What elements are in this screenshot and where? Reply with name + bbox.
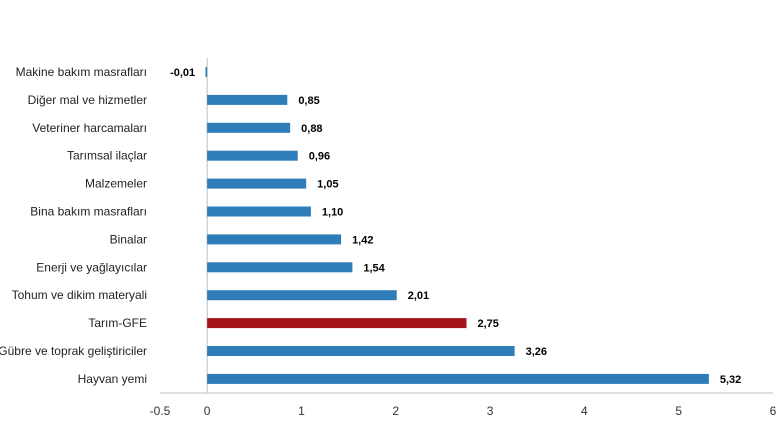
x-tick-label: 5 xyxy=(675,404,682,418)
bar xyxy=(207,234,342,245)
bar xyxy=(207,262,353,273)
data-label: -0,01 xyxy=(170,67,195,79)
category-label: Enerji ve yağlayıcılar xyxy=(36,260,147,274)
bar xyxy=(207,290,397,301)
category-label: Makine bakım masrafları xyxy=(16,65,147,79)
x-tick-label: -0.5 xyxy=(150,404,171,418)
data-label: 1,10 xyxy=(322,207,343,219)
x-tick-label: 2 xyxy=(392,404,399,418)
bar xyxy=(205,67,208,77)
data-label: 3,26 xyxy=(526,346,547,358)
bar xyxy=(207,206,311,217)
data-label: 0,96 xyxy=(309,151,330,163)
bar xyxy=(207,122,291,133)
data-label: 1,54 xyxy=(363,262,385,274)
category-label: Bina bakım masrafları xyxy=(30,205,147,219)
category-label: Diğer mal ve hizmetler xyxy=(28,93,147,107)
category-label: Veteriner harcamaları xyxy=(32,121,147,135)
category-label: Tohum ve dikim materyali xyxy=(12,288,147,302)
x-tick-label: 6 xyxy=(770,404,777,418)
data-label: 1,05 xyxy=(317,179,338,191)
x-tick-label: 4 xyxy=(581,404,588,418)
category-label: Tarımsal ilaçlar xyxy=(67,149,147,163)
x-tick-label: 0 xyxy=(204,404,211,418)
bar-highlight xyxy=(207,318,467,329)
bar xyxy=(207,94,288,105)
category-label: Malzemeler xyxy=(85,177,147,191)
bar xyxy=(207,346,515,356)
x-tick-label: 1 xyxy=(298,404,305,418)
data-label: 0,88 xyxy=(301,123,322,135)
data-label: 0,85 xyxy=(298,95,319,107)
bar xyxy=(207,150,298,161)
bar xyxy=(207,373,709,384)
data-label: 2,01 xyxy=(408,290,429,302)
category-label: Gübre ve toprak geliştiriciler xyxy=(0,344,147,358)
x-tick-label: 3 xyxy=(487,404,494,418)
data-label: 1,42 xyxy=(352,234,373,246)
category-label: Hayvan yemi xyxy=(78,372,147,386)
bar xyxy=(207,178,307,189)
data-label: 5,32 xyxy=(720,374,741,386)
category-label: Tarım-GFE xyxy=(88,316,147,330)
data-label: 2,75 xyxy=(478,318,499,330)
category-label: Binalar xyxy=(110,232,147,246)
